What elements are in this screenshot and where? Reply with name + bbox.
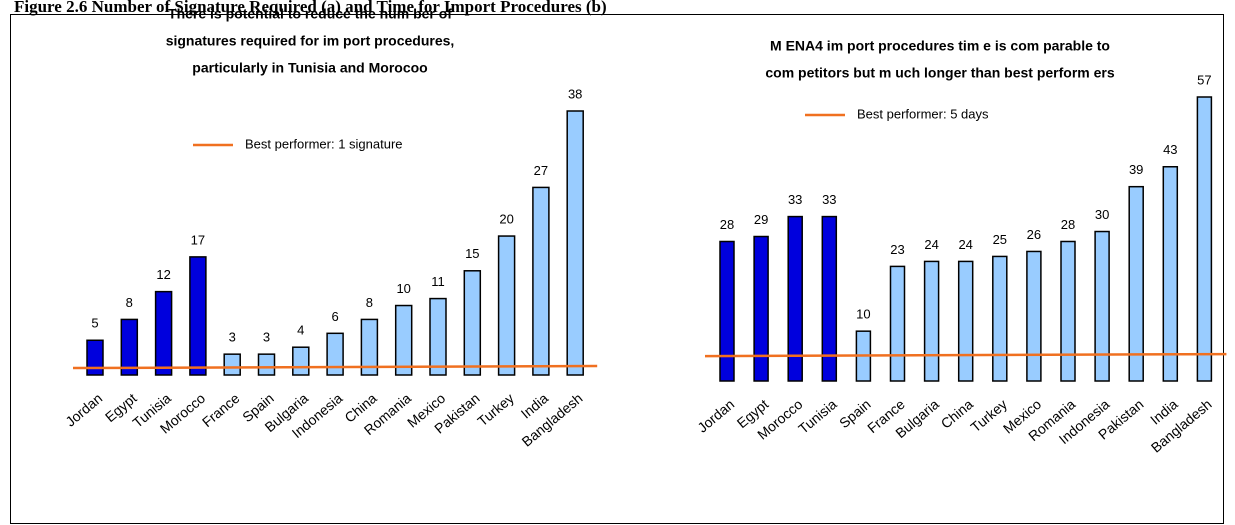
data-label: 33 xyxy=(822,192,836,207)
reference-line xyxy=(704,352,1227,358)
x-tick-label: Tunisia xyxy=(795,396,840,437)
data-label: 8 xyxy=(366,295,373,310)
x-tick-label: Jordan xyxy=(62,390,105,430)
data-label: 10 xyxy=(856,307,870,322)
bar xyxy=(1162,166,1179,382)
data-label: 57 xyxy=(1197,72,1211,87)
figure-title: Figure 2.6 Number of Signature Required … xyxy=(14,0,607,16)
chart-title: com petitors but m uch longer than best … xyxy=(765,65,1114,81)
bar xyxy=(154,290,173,376)
bar xyxy=(292,346,310,376)
data-label: 30 xyxy=(1095,207,1109,222)
data-label: 24 xyxy=(924,237,938,252)
bar xyxy=(223,353,241,376)
data-label: 43 xyxy=(1163,142,1177,157)
bar xyxy=(86,339,104,376)
bar xyxy=(120,318,139,376)
data-label: 26 xyxy=(1027,227,1041,242)
data-label: 29 xyxy=(754,212,768,227)
bar xyxy=(957,260,974,382)
data-label: 27 xyxy=(534,163,548,178)
x-tick-label: France xyxy=(199,390,243,430)
data-label: 11 xyxy=(431,274,445,289)
bar xyxy=(787,215,803,382)
bar xyxy=(360,318,379,376)
data-label: 28 xyxy=(720,217,734,232)
bar xyxy=(532,186,550,376)
data-label: 5 xyxy=(91,316,98,331)
bar xyxy=(889,265,906,382)
data-label: 39 xyxy=(1129,162,1143,177)
bar xyxy=(1196,96,1213,382)
data-label: 25 xyxy=(993,232,1007,247)
data-label: 3 xyxy=(229,330,236,345)
bar xyxy=(1026,250,1042,382)
data-label: 6 xyxy=(331,309,338,324)
bar xyxy=(463,270,482,376)
data-label: 15 xyxy=(465,246,479,261)
bar xyxy=(257,353,276,376)
data-label: 3 xyxy=(263,330,270,345)
data-label: 8 xyxy=(126,295,133,310)
bar xyxy=(566,110,584,376)
frame xyxy=(10,14,1224,524)
data-label: 4 xyxy=(297,323,304,338)
bar xyxy=(326,332,344,376)
data-label: 38 xyxy=(568,86,582,101)
data-label: 24 xyxy=(958,237,972,252)
data-label: 20 xyxy=(499,211,513,226)
bar xyxy=(429,297,447,376)
bar xyxy=(394,304,413,376)
data-label: 28 xyxy=(1061,217,1075,232)
bar xyxy=(497,235,516,376)
bar xyxy=(189,256,207,376)
bar xyxy=(719,240,735,382)
chart-title: particularly in Tunisia and Morocoo xyxy=(192,60,427,76)
data-label: 10 xyxy=(396,281,410,296)
chart-title: M ENA4 im port procedures tim e is com p… xyxy=(770,38,1110,54)
legend-label: Best performer: 5 days xyxy=(857,106,989,121)
bar xyxy=(1094,230,1110,382)
bar xyxy=(821,215,838,382)
reference-line xyxy=(72,364,598,370)
data-label: 17 xyxy=(191,232,205,247)
x-tick-label: Turkey xyxy=(474,390,517,429)
bar xyxy=(1128,185,1144,382)
bar xyxy=(753,235,769,382)
bar xyxy=(923,260,940,382)
data-label: 33 xyxy=(788,192,802,207)
legend-label: Best performer: 1 signature xyxy=(245,136,403,151)
chart-title: signatures required for im port procedur… xyxy=(166,33,455,49)
bar xyxy=(992,255,1008,382)
data-label: 23 xyxy=(890,242,904,257)
data-label: 12 xyxy=(156,267,170,282)
chart-title: There is potential to reduce the num ber… xyxy=(168,6,452,22)
bar xyxy=(1060,240,1076,382)
x-tick-label: Jordan xyxy=(694,396,737,436)
